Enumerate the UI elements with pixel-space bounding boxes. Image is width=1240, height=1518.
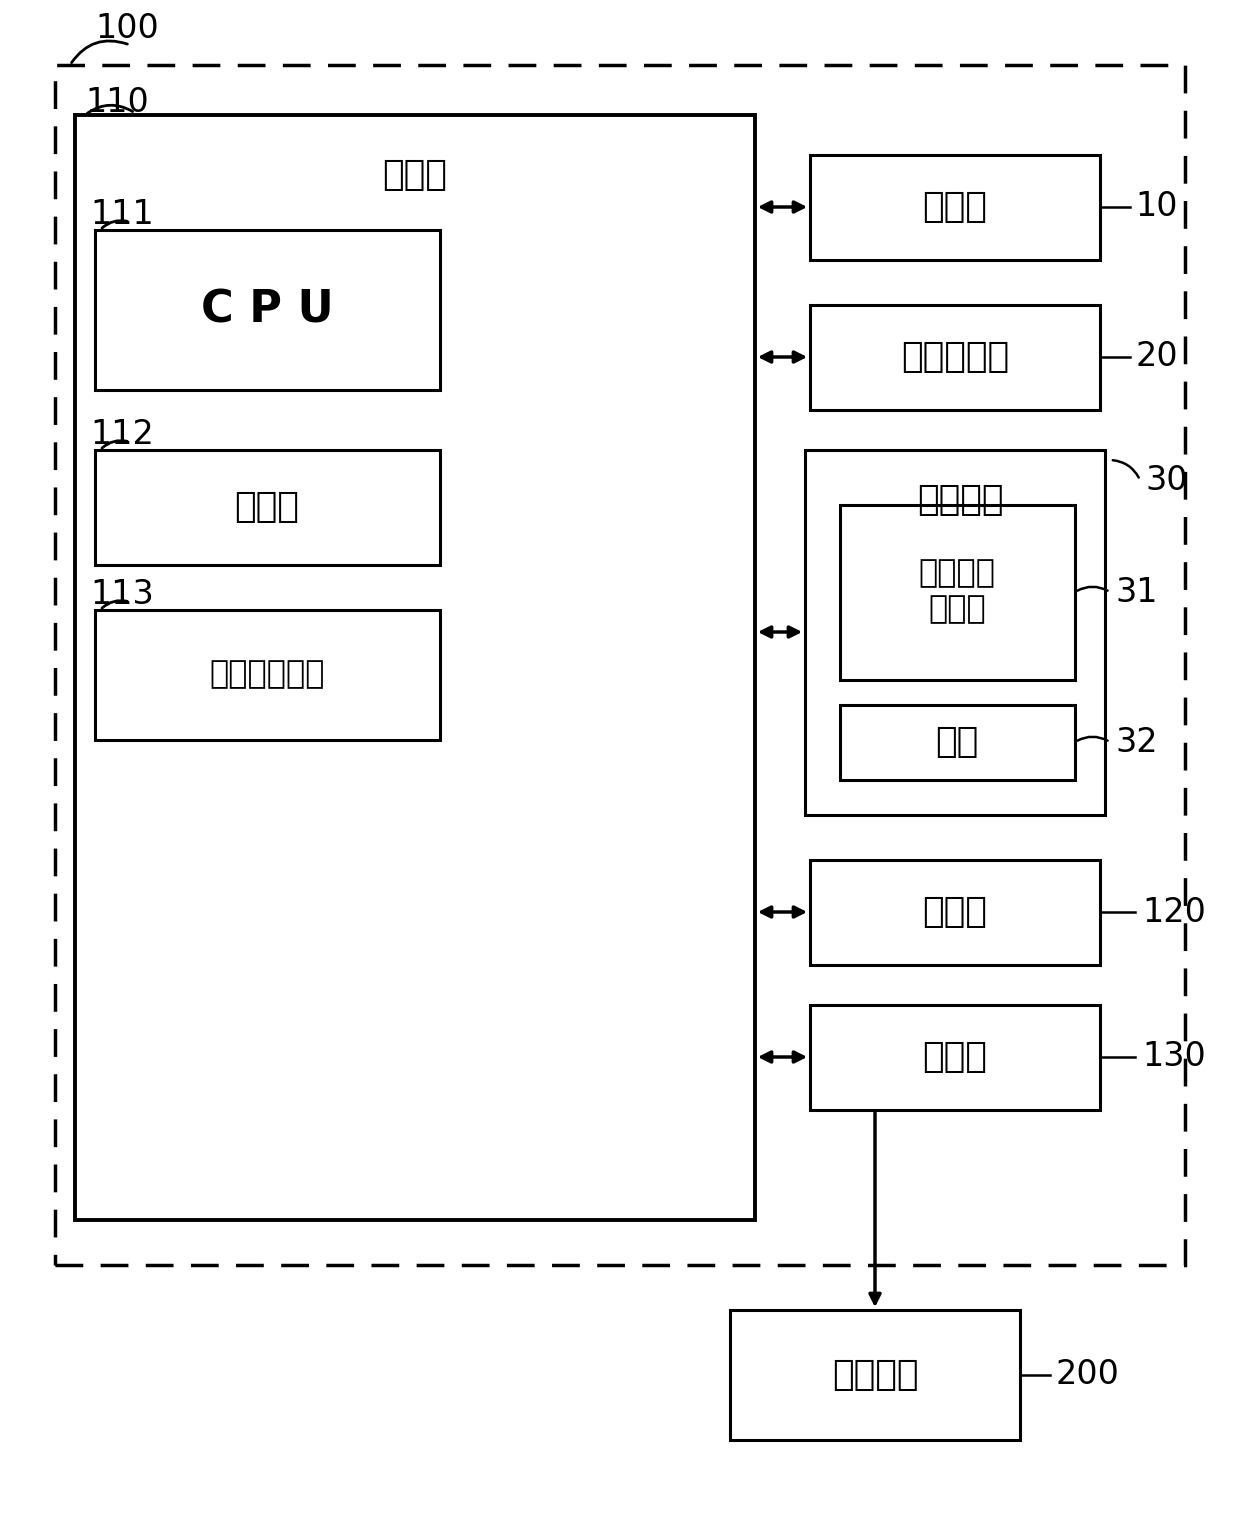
Text: 10: 10: [1135, 190, 1178, 223]
Text: 120: 120: [1142, 896, 1205, 929]
Text: 30: 30: [1145, 463, 1188, 496]
Text: 存储器: 存储器: [234, 490, 299, 524]
Text: 存储部: 存储部: [923, 896, 987, 929]
Text: 112: 112: [91, 419, 154, 451]
Text: 200: 200: [1055, 1359, 1118, 1392]
Bar: [95, 610, 440, 739]
Text: 触摸面板
显示器: 触摸面板 显示器: [919, 559, 996, 625]
Text: 外部设备: 外部设备: [832, 1359, 919, 1392]
Bar: [805, 449, 1105, 815]
Text: C P U: C P U: [201, 288, 334, 331]
Bar: [74, 115, 755, 1220]
Text: 110: 110: [86, 87, 149, 120]
Text: 32: 32: [1115, 726, 1158, 759]
Text: 100: 100: [95, 12, 159, 44]
Bar: [810, 155, 1100, 260]
Text: 130: 130: [1142, 1040, 1205, 1073]
Bar: [839, 505, 1075, 680]
Bar: [55, 65, 1185, 1264]
Text: 111: 111: [91, 199, 154, 232]
Bar: [95, 231, 440, 390]
Text: 31: 31: [1115, 575, 1157, 609]
Text: 控制部: 控制部: [383, 158, 448, 191]
Bar: [810, 1005, 1100, 1110]
Bar: [95, 449, 440, 565]
Text: 图像处理模块: 图像处理模块: [210, 659, 325, 691]
Bar: [810, 305, 1100, 410]
Text: 113: 113: [91, 578, 154, 612]
Text: 图像读取部: 图像读取部: [901, 340, 1009, 373]
Bar: [839, 704, 1075, 780]
Text: 硬键: 硬键: [935, 726, 978, 759]
Text: 通信部: 通信部: [923, 1040, 987, 1075]
Text: 印刷部: 印刷部: [923, 190, 987, 225]
Text: 操作面板: 操作面板: [916, 483, 1003, 518]
Bar: [810, 861, 1100, 965]
Text: 20: 20: [1135, 340, 1178, 373]
Bar: [730, 1310, 1021, 1441]
